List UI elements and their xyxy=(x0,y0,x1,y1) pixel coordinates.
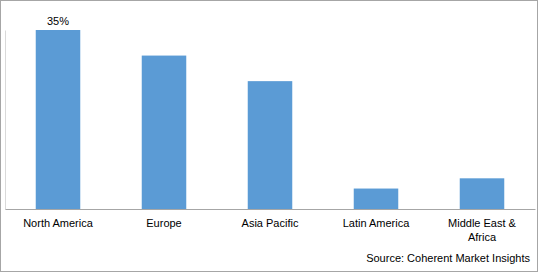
bar xyxy=(248,81,293,209)
bar xyxy=(460,178,505,209)
data-label: 35% xyxy=(47,15,69,27)
x-tick-label: Asia Pacific xyxy=(242,217,299,229)
x-tick-label: Europe xyxy=(146,217,181,229)
x-axis-line xyxy=(6,209,536,210)
x-tick: Middle East &Africa xyxy=(448,209,517,243)
bar xyxy=(354,189,399,209)
bars xyxy=(36,30,505,209)
x-tick-label: Latin America xyxy=(343,217,411,229)
x-tick: Europe xyxy=(146,209,181,229)
bar xyxy=(142,56,187,209)
x-tick-label: North America xyxy=(23,217,94,229)
chart-frame xyxy=(1,1,538,272)
y-axis xyxy=(5,31,6,210)
x-tick: Asia Pacific xyxy=(242,209,299,229)
data-labels: 35% xyxy=(47,15,69,27)
y-axis-line xyxy=(5,31,6,210)
source-note: Source: Coherent Market Insights xyxy=(366,252,530,264)
bar xyxy=(36,30,81,209)
x-tick-label: Middle East &Africa xyxy=(448,217,517,243)
x-tick: North America xyxy=(23,209,94,229)
x-tick: Latin America xyxy=(343,209,411,229)
x-axis: North America Europe Asia Pacific Latin Ame… xyxy=(6,209,536,243)
